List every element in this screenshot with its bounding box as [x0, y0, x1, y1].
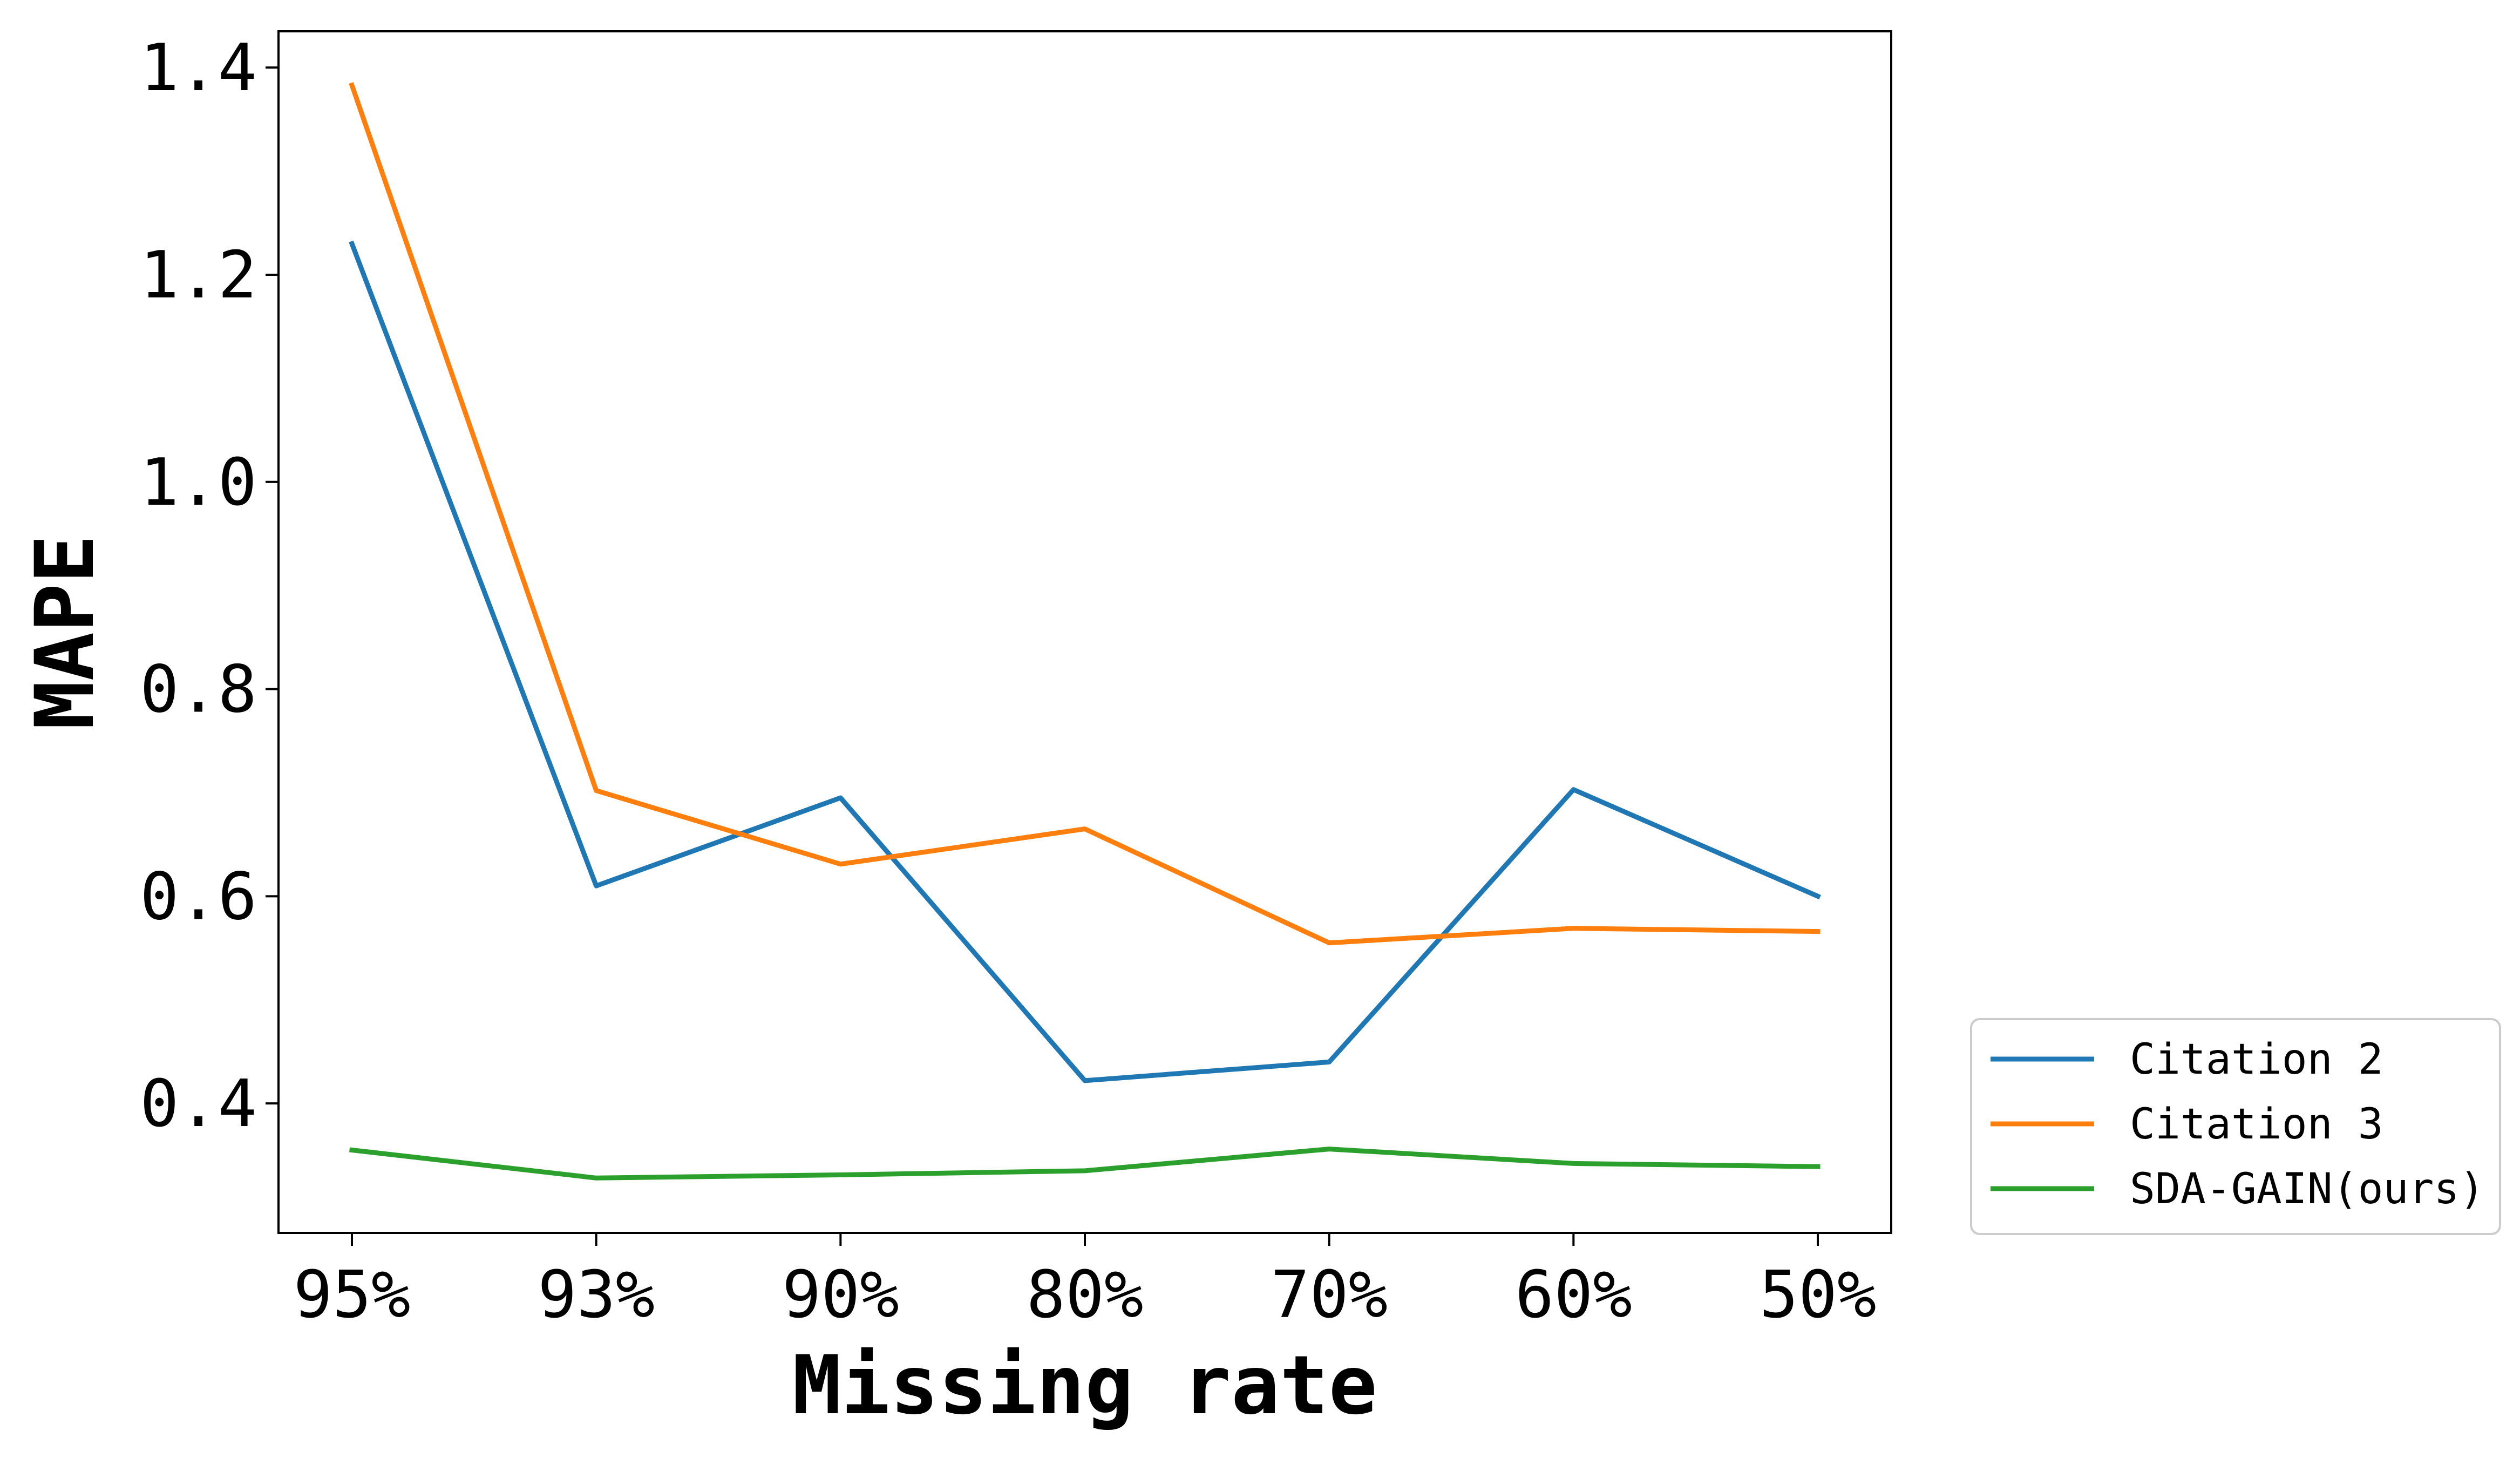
y-tick-label: 0.4 — [140, 1067, 257, 1142]
legend-label: Citation 3 — [2130, 1100, 2383, 1149]
series-layer — [349, 82, 1821, 1181]
legend-label: SDA-GAIN(ours) — [2130, 1165, 2484, 1213]
x-axis-title: Missing rate — [792, 1339, 1377, 1433]
y-tick-label: 1.2 — [140, 238, 257, 313]
x-tick-label: 60% — [1515, 1258, 1632, 1333]
legend-label: Citation 2 — [2130, 1035, 2383, 1084]
y-axis-title: MAPE — [18, 534, 112, 729]
y-tick-label: 1.4 — [140, 31, 257, 106]
legend: Citation 2 Citation 3 SDA-GAIN(ours) — [1970, 1018, 2501, 1235]
x-tick-label: 95% — [294, 1258, 411, 1333]
series-line-2 — [349, 82, 1821, 946]
y-tick-label: 0.6 — [140, 859, 257, 934]
y-tick-label: 0.8 — [140, 653, 257, 728]
axis-ticks: 95% 93% 90% 80% 70% 60% 50% 0.4 0.6 0.8 1.0 1.2 1.4 — [140, 31, 1876, 1333]
legend-box — [1970, 1018, 2501, 1235]
x-tick-label: 70% — [1271, 1258, 1388, 1333]
x-tick-label: 93% — [538, 1258, 655, 1333]
series-line-1 — [349, 240, 1821, 1083]
x-tick-label: 90% — [782, 1258, 899, 1333]
y-tick-label: 1.0 — [140, 445, 257, 520]
x-tick-label: 80% — [1027, 1258, 1144, 1333]
x-tick-label: 50% — [1760, 1258, 1877, 1333]
series-line-3 — [349, 1147, 1821, 1181]
